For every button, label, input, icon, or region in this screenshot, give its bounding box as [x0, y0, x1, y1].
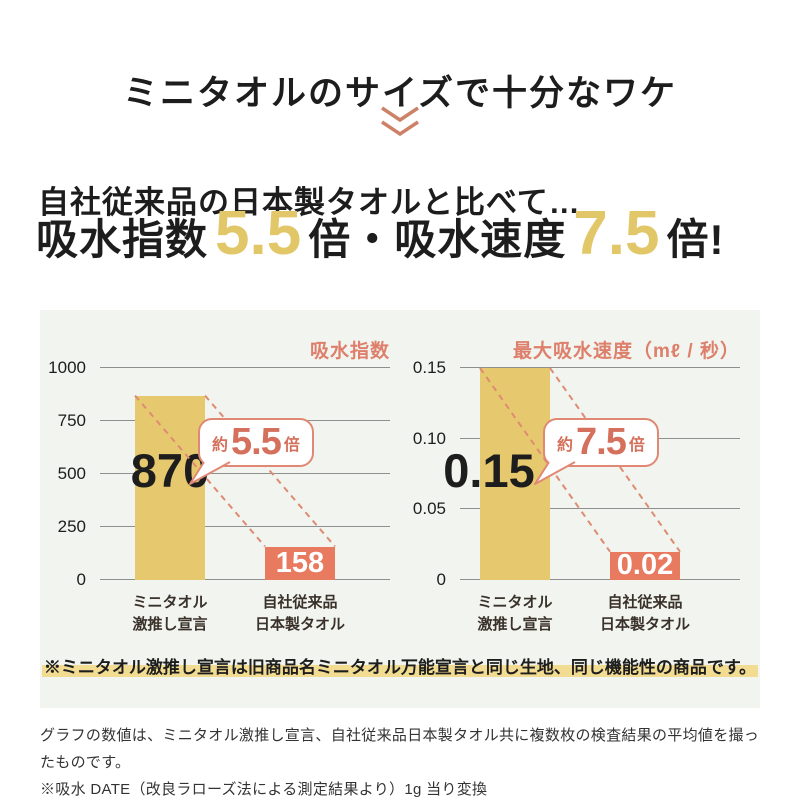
y-axis-tick-label: 0.10	[412, 428, 446, 448]
page-title: ミニタオルのサイズで十分なワケ	[123, 74, 677, 114]
gridline	[460, 579, 740, 580]
bar-mini-towel: 870	[131, 395, 209, 580]
callout-suffix: 倍	[283, 436, 300, 454]
callout-value: 7.5	[576, 421, 627, 463]
stat-text: 倍!	[666, 216, 725, 263]
x-axis-category-label: 自社従来品 日本製タオル	[254, 594, 345, 633]
chart-absorption-speed: 最大吸水速度（mℓ / 秒） 0 0.05 0.10 0.15 0.15 ミニタオル 激推し宣…	[413, 336, 740, 636]
y-axis-tick-label: 0	[436, 570, 446, 589]
callout-prefix: 約	[212, 436, 229, 454]
chevron-double-down-icon	[377, 104, 423, 147]
x-axis-category-label: 自社従来品 日本製タオル	[599, 594, 690, 633]
decline-dashed-lines	[479, 367, 681, 553]
charts-panel: 吸水指数 0 250 500 750 1000 870 ミニタオル 激推し宣言 158 自社従来品日…	[40, 310, 760, 708]
gridline	[460, 508, 740, 510]
y-axis-tick-label: 0.05	[412, 499, 446, 519]
note-highlighted: ※ミニタオル激推し宣言は旧商品名ミニタオル万能宣言と同じ生地、同じ機能性の商品で…	[40, 653, 760, 678]
gridline	[100, 367, 390, 368]
stat-number-index: 5.5	[215, 199, 302, 268]
note-text: ※ミニタオル激推し宣言は旧商品名ミニタオル万能宣言と同じ生地、同じ機能性の商品で…	[41, 658, 759, 677]
footer: グラフの数値は、ミニタオル激推し宣言、自社従来品日本製タオル共に複数枚の検査結果…	[40, 722, 772, 800]
bar-conventional-towel: 158	[265, 546, 335, 580]
bar-mini-towel: 0.15	[443, 368, 550, 580]
bar-conventional-towel: 0.02	[610, 549, 680, 582]
chart-title: 最大吸水速度（mℓ / 秒）	[512, 341, 740, 362]
stat-text: 吸水指数	[36, 216, 209, 263]
stat-text: 倍・吸水速度	[308, 216, 567, 263]
ratio-callout-bubble: 約 5.5 倍	[189, 418, 314, 485]
y-axis-tick-label: 750	[57, 411, 86, 430]
y-axis-tick-label: 1000	[48, 358, 86, 377]
x-axis-category-label: ミニタオル 激推し宣言	[477, 594, 553, 633]
footer-line-2: ※吸水 DATE（改良ラローズ法による測定結果より）1g 当り変換	[40, 781, 488, 798]
x-axis-category-label: ミニタオル 激推し宣言	[132, 594, 208, 633]
chart-plot-area: 0 0.05 0.10 0.15 0.15 ミニタオル 激推し宣言 0.02 自社従来品 日本製タ…	[413, 358, 740, 633]
bar-value-label: 158	[275, 546, 325, 579]
gridline	[460, 367, 740, 368]
callout-value: 5.5	[231, 421, 282, 463]
callout-suffix: 倍	[628, 436, 645, 454]
y-axis-tick-label: 0	[76, 570, 86, 589]
bar-value-label: 0.15	[443, 444, 535, 497]
bar-value-label: 870	[130, 444, 210, 497]
chart-title: 吸水指数	[309, 341, 390, 362]
bubble-tail	[534, 461, 576, 485]
footer-line-1: グラフの数値は、ミニタオル激推し宣言、自社従来品日本製タオル共に複数枚の検査結果…	[40, 727, 760, 771]
y-axis-tick-label: 500	[57, 464, 86, 483]
compare-subtitle: 自社従来品の日本製タオルと比べて…	[38, 184, 581, 220]
stat-number-speed: 7.5	[573, 199, 660, 268]
ratio-callout-bubble: 約 7.5 倍	[534, 418, 659, 485]
decline-dashed-lines	[134, 394, 336, 548]
chart-absorption-index: 吸水指数 0 250 500 750 1000 870 ミニタオル 激推し宣言 158 自社従来品日…	[48, 336, 390, 636]
stat-headline: 吸水指数 5.5 倍・吸水速度 7.5 倍!	[36, 198, 786, 269]
gridline	[100, 579, 390, 580]
bubble-tail	[189, 461, 231, 485]
callout-prefix: 約	[557, 436, 574, 454]
gridline	[100, 526, 390, 527]
bar-value-label: 0.02	[616, 549, 674, 582]
y-axis-tick-label: 250	[57, 517, 86, 536]
gridline	[100, 473, 390, 474]
y-axis-tick-label: 0.15	[412, 358, 446, 377]
chart-plot-area: 0 250 500 750 1000 870 ミニタオル 激推し宣言 158 自社従来品 日本製タオ…	[48, 358, 390, 633]
